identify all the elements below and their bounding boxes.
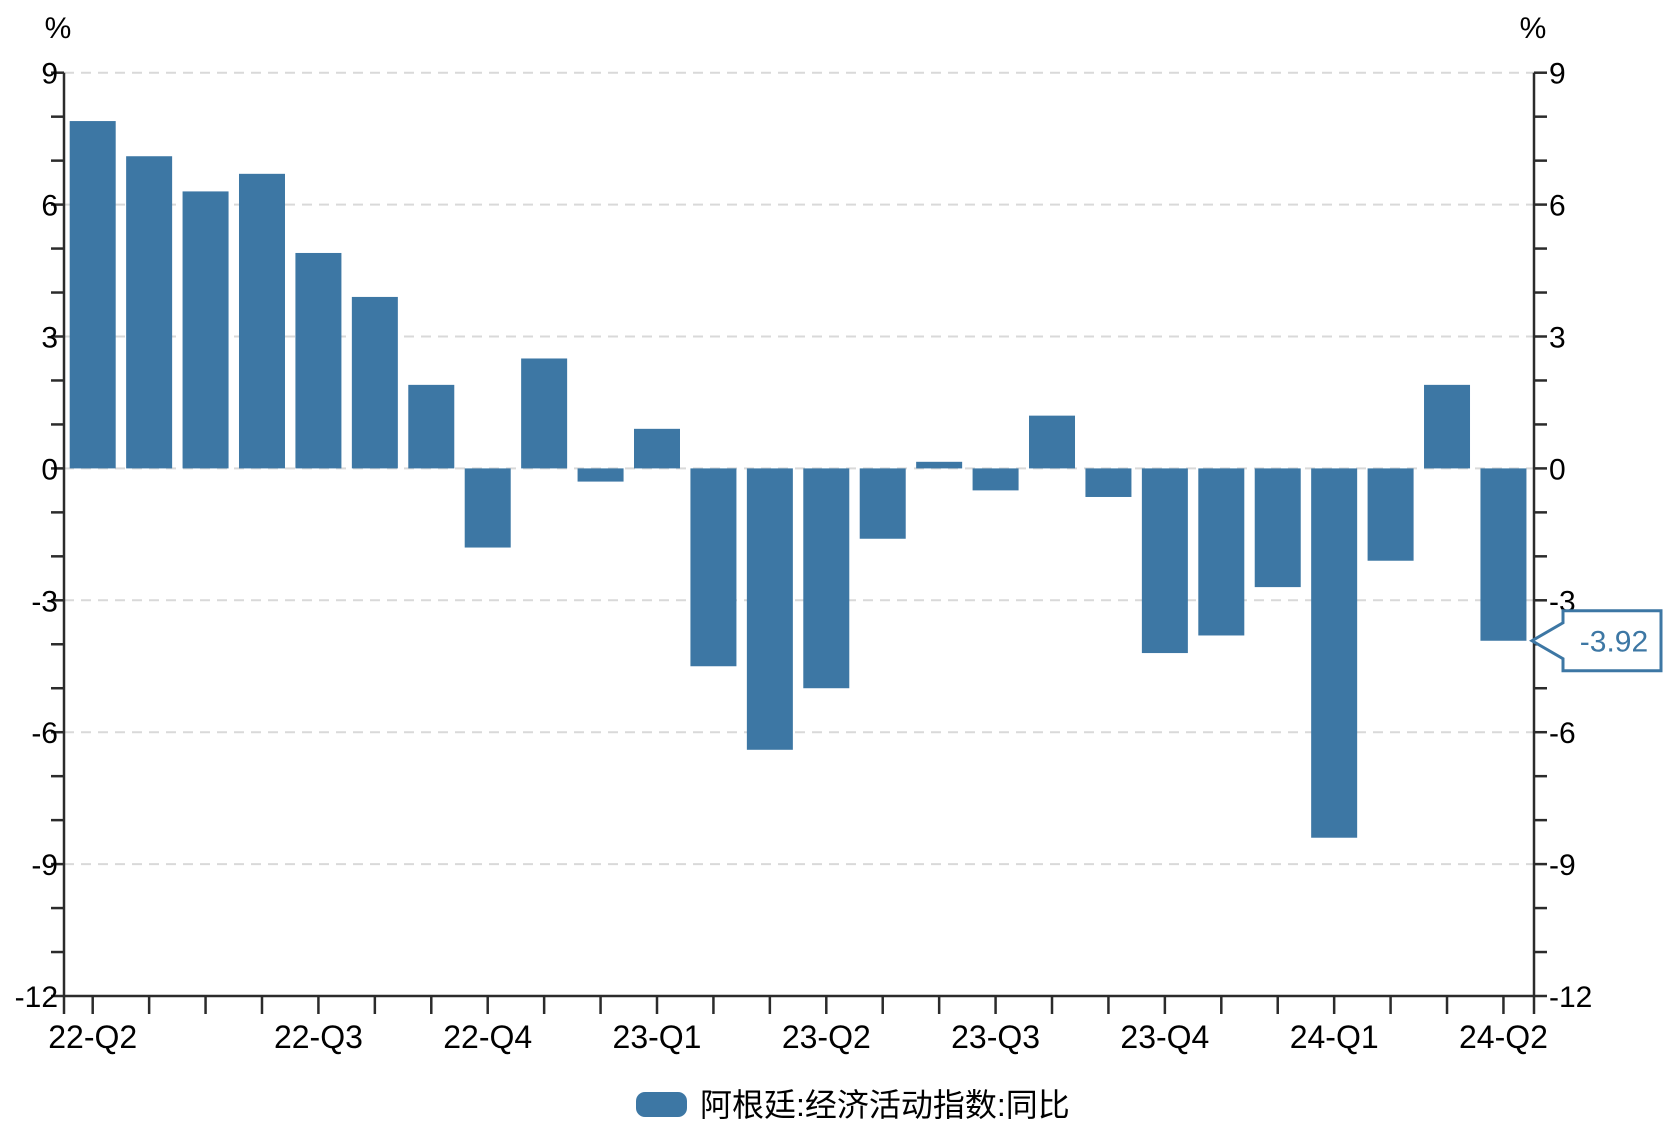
bar[interactable] [972,468,1019,491]
x-axis-label: 24-Q2 [1459,1019,1548,1055]
y-axis-label-left: 0 [41,453,58,486]
bar[interactable] [521,358,568,469]
ticks-layer [51,71,1547,1014]
legend-swatch [636,1092,687,1117]
axes-layer [62,72,1536,998]
bar[interactable] [408,384,455,469]
x-axis-label: 24-Q1 [1290,1019,1379,1055]
bar[interactable] [690,468,737,667]
bar[interactable] [1480,468,1527,641]
y-axis-label-left: -12 [15,981,58,1014]
y-axis-label-right: -9 [1549,849,1576,882]
y-axis-label-right: -6 [1549,717,1576,750]
bar[interactable] [1029,415,1076,469]
bar[interactable] [295,252,342,469]
y-axis-label-right: 6 [1549,190,1566,223]
y-axis-label-left: -6 [31,717,58,750]
bar[interactable] [1085,468,1132,497]
bar[interactable] [464,468,511,548]
y-axis-label-right: 3 [1549,322,1566,355]
bar[interactable] [1198,468,1245,636]
bar[interactable] [859,468,906,539]
bar[interactable] [634,428,680,469]
y-axis-label-left: 9 [41,58,58,91]
y-axis-label-right: 9 [1549,58,1566,91]
bar[interactable] [1424,384,1471,469]
bar[interactable] [351,296,398,469]
y-axis-label-left: -3 [31,585,58,618]
y-axis-label-left: -9 [31,849,58,882]
x-axis-label: 23-Q2 [782,1019,871,1055]
bars-layer [69,121,1527,838]
bar[interactable] [1367,468,1414,561]
bar[interactable] [126,156,173,469]
bar[interactable] [1141,468,1188,654]
bar[interactable] [577,468,624,482]
y-axis-labels-left: 9 6 3 0 -3 -6 -9 -12 [15,58,58,1014]
x-axis-label: 23-Q4 [1120,1019,1209,1055]
y-axis-label-right: 0 [1549,453,1566,486]
bar[interactable] [916,461,963,469]
right-axis-unit-label: % [1520,12,1547,45]
x-axis-label: 22-Q3 [274,1019,363,1055]
bar[interactable] [238,173,285,469]
x-axis-labels: 22-Q2 22-Q3 22-Q4 23-Q1 23-Q2 23-Q3 23-Q4 24-Q1… [48,1019,1548,1055]
bar[interactable] [182,191,229,469]
bar[interactable] [1311,468,1358,838]
last-value-callout: -3.92 [1529,609,1663,673]
x-axis-label: 22-Q4 [443,1019,532,1055]
x-axis-label: 23-Q3 [951,1019,1040,1055]
left-axis-unit-label: % [45,12,72,45]
callout-value: -3.92 [1580,626,1648,659]
bar[interactable] [1254,468,1301,588]
x-axis-label: 22-Q2 [48,1019,137,1055]
callout-bubble [1529,609,1663,673]
bar[interactable] [746,468,793,750]
bar[interactable] [803,468,850,689]
y-axis-label-left: 6 [41,190,58,223]
legend: 阿根廷:经济活动指数:同比 [636,1087,1070,1123]
y-axis-label-left: 3 [41,322,58,355]
y-axis-label-right: -12 [1549,981,1592,1014]
legend-label: 阿根廷:经济活动指数:同比 [700,1087,1070,1123]
bar[interactable] [69,121,116,469]
x-axis-label: 23-Q1 [613,1019,702,1055]
